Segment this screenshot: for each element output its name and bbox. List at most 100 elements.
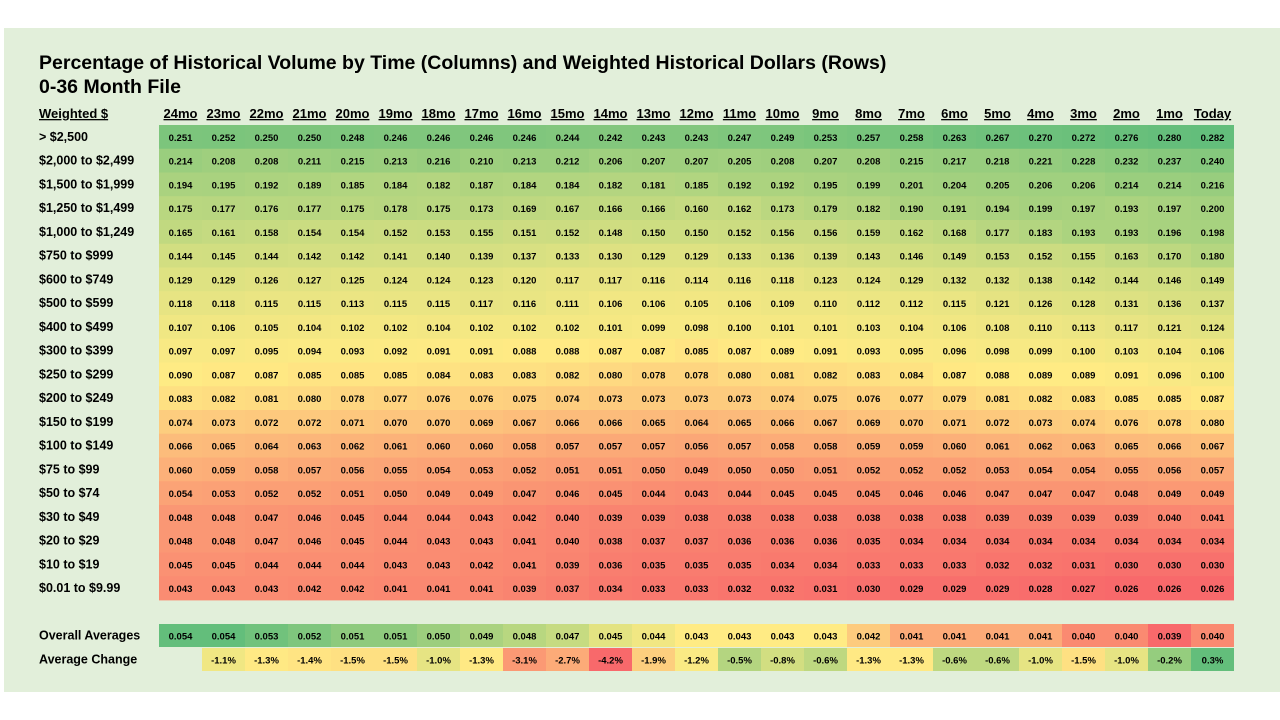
- cell-value: 0.116: [513, 299, 536, 310]
- overall-averages-label: Overall Averages: [39, 629, 140, 643]
- cell-value: 0.106: [943, 323, 967, 334]
- cell-value: 0.052: [943, 465, 967, 476]
- cell-value: 0.027: [1072, 584, 1096, 595]
- cell-value: 0.085: [384, 370, 408, 381]
- heat-cell: [288, 220, 331, 245]
- heat-cell: [331, 243, 374, 268]
- average-value: 0.040: [1072, 632, 1096, 643]
- change-value: -0.6%: [942, 656, 967, 667]
- cell-value: 0.102: [341, 323, 365, 334]
- heat-cell: [331, 386, 374, 411]
- heat-cell: [589, 220, 632, 245]
- cell-value: 0.048: [169, 513, 193, 524]
- heat-cell: [374, 220, 417, 245]
- heat-cell: [1191, 457, 1234, 482]
- heat-cell: [632, 576, 675, 601]
- heat-cell: [632, 220, 675, 245]
- cell-value: 0.044: [642, 489, 666, 500]
- heat-cell: [632, 125, 675, 150]
- heat-cell: [589, 433, 632, 458]
- heat-cell: [460, 338, 503, 363]
- cell-value: 0.041: [513, 537, 537, 548]
- heat-cell: [1062, 220, 1105, 245]
- cell-value: 0.199: [1029, 204, 1053, 215]
- heat-cell: [933, 528, 976, 553]
- cell-value: 0.072: [255, 418, 279, 429]
- heat-cell: [675, 362, 718, 387]
- cell-value: 0.177: [986, 228, 1010, 239]
- heat-cell: [1148, 410, 1191, 435]
- heat-cell: [331, 338, 374, 363]
- heat-cell: [374, 338, 417, 363]
- heat-cell: [675, 528, 718, 553]
- cell-value: 0.110: [814, 299, 837, 310]
- heat-cell: [1062, 125, 1105, 150]
- cell-value: 0.129: [685, 252, 709, 263]
- cell-value: 0.189: [298, 180, 322, 191]
- cell-value: 0.038: [599, 537, 623, 548]
- cell-value: 0.081: [255, 394, 279, 405]
- heat-cell: [675, 386, 718, 411]
- change-value: 0.3%: [1202, 656, 1224, 667]
- heat-cell: [460, 291, 503, 316]
- cell-value: 0.176: [255, 204, 279, 215]
- heat-cell: [804, 386, 847, 411]
- cell-value: 0.074: [771, 394, 795, 405]
- cell-value: 0.040: [1158, 513, 1182, 524]
- row-header-label: Weighted $: [39, 106, 109, 121]
- heat-cell: [804, 410, 847, 435]
- cell-value: 0.129: [900, 275, 924, 286]
- column-header: 2mo: [1113, 106, 1140, 121]
- cell-value: 0.039: [1029, 513, 1053, 524]
- heat-cell: [675, 338, 718, 363]
- cell-value: 0.085: [1115, 394, 1139, 405]
- cell-value: 0.166: [599, 204, 623, 215]
- heat-cell: [847, 148, 890, 173]
- cell-value: 0.082: [1029, 394, 1053, 405]
- heat-cell: [718, 552, 761, 577]
- cell-value: 0.077: [384, 394, 408, 405]
- heat-cell: [761, 220, 804, 245]
- heat-cell: [804, 196, 847, 221]
- heat-cell: [460, 433, 503, 458]
- heat-cell: [245, 172, 288, 197]
- heat-cell: [374, 291, 417, 316]
- cell-value: 0.044: [728, 489, 752, 500]
- heat-cell: [460, 410, 503, 435]
- heat-cell: [417, 220, 460, 245]
- heat-cell: [159, 291, 202, 316]
- heat-cell: [632, 315, 675, 340]
- cell-value: 0.052: [255, 489, 279, 500]
- cell-value: 0.181: [642, 180, 666, 191]
- heat-cell: [589, 267, 632, 292]
- cell-value: 0.070: [427, 418, 451, 429]
- heat-cell: [1148, 386, 1191, 411]
- cell-value: 0.149: [1201, 275, 1225, 286]
- cell-value: 0.041: [384, 584, 408, 595]
- average-value: 0.043: [771, 632, 795, 643]
- heat-cell: [847, 338, 890, 363]
- heat-cell: [546, 505, 589, 530]
- heat-cell: [761, 267, 804, 292]
- heat-cell: [1148, 172, 1191, 197]
- change-value: -0.2%: [1157, 656, 1182, 667]
- cell-value: 0.029: [943, 584, 967, 595]
- average-value: 0.048: [513, 632, 537, 643]
- cell-value: 0.033: [685, 584, 709, 595]
- cell-value: 0.076: [470, 394, 494, 405]
- cell-value: 0.062: [341, 442, 365, 453]
- heat-cell: [890, 291, 933, 316]
- cell-value: 0.038: [728, 513, 752, 524]
- cell-value: 0.206: [1072, 180, 1096, 191]
- heat-cell: [890, 505, 933, 530]
- heat-cell: [890, 528, 933, 553]
- cell-value: 0.079: [943, 394, 967, 405]
- cell-value: 0.111: [556, 299, 579, 310]
- cell-value: 0.150: [642, 228, 666, 239]
- cell-value: 0.180: [1201, 252, 1225, 263]
- cell-value: 0.106: [599, 299, 623, 310]
- heat-cell: [159, 505, 202, 530]
- cell-value: 0.216: [427, 157, 451, 168]
- heat-cell: [933, 362, 976, 387]
- cell-value: 0.026: [1158, 584, 1182, 595]
